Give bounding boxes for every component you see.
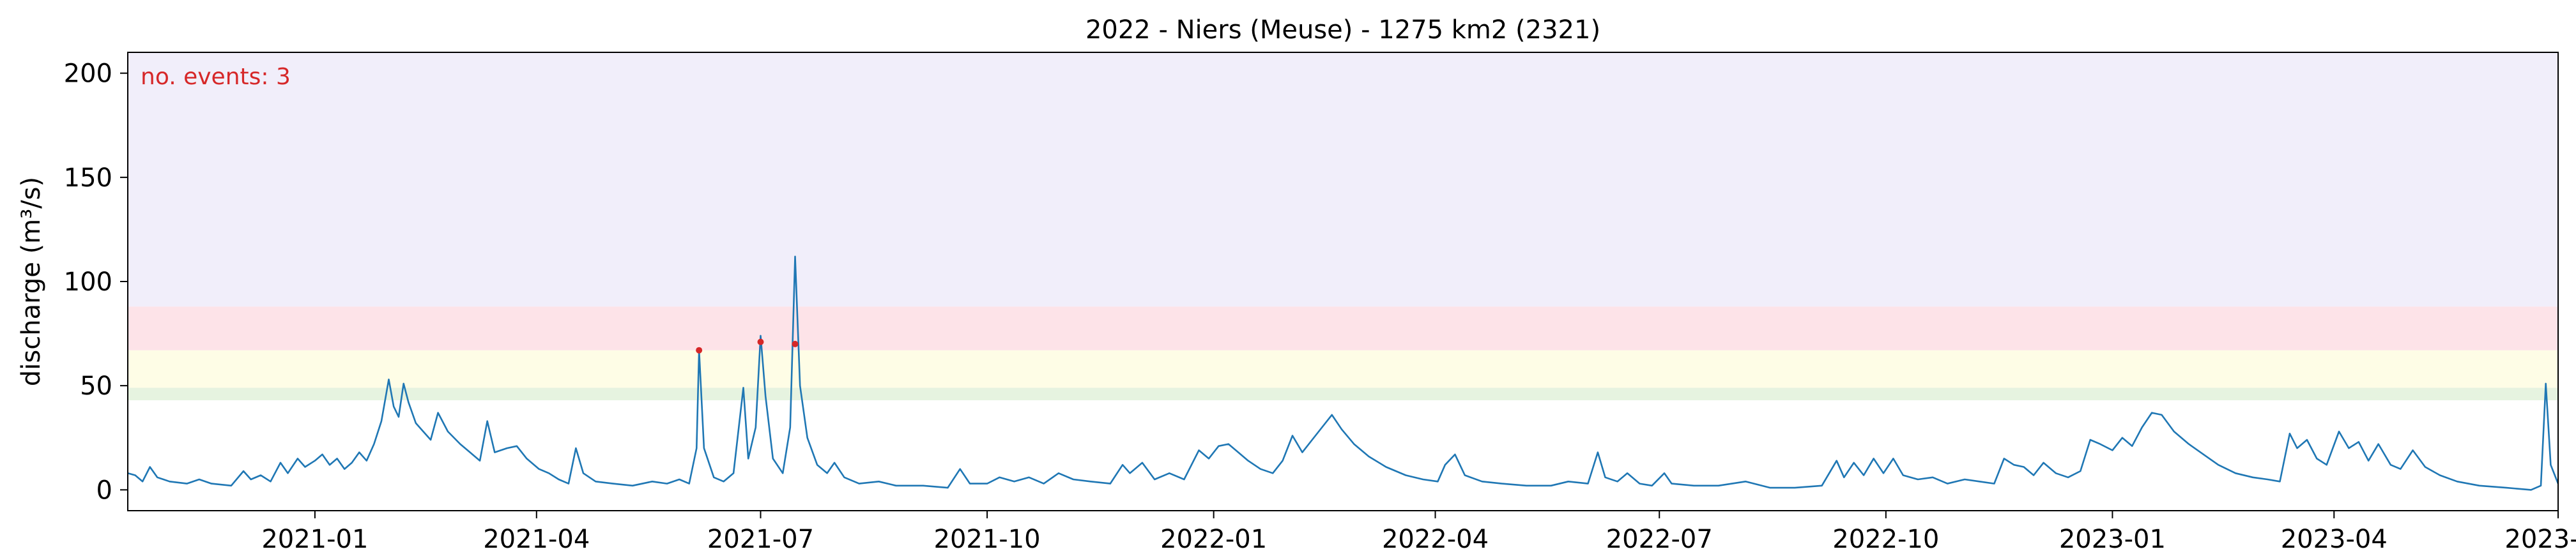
y-axis-label: discharge (m³/s): [17, 177, 46, 386]
x-tick-label: 2022-04: [1382, 525, 1489, 554]
threshold-bands: [128, 52, 2558, 401]
band-red: [128, 306, 2558, 350]
y-tick-label: 0: [96, 476, 112, 505]
x-tick-label: 2022-07: [1606, 525, 1713, 554]
band-purple: [128, 52, 2558, 307]
x-tick-label: 2021-04: [483, 525, 590, 554]
y-tick-label: 50: [80, 372, 112, 401]
events-count-annotation: no. events: 3: [141, 64, 291, 90]
chart-title: 2022 - Niers (Meuse) - 1275 km2 (2321): [1085, 15, 1600, 45]
event-marker: [757, 338, 764, 345]
x-tick-label: 2022-01: [1160, 525, 1267, 554]
y-tick-label: 200: [64, 59, 112, 89]
x-tick-label: 2023-04: [2281, 525, 2388, 554]
event-marker: [792, 340, 799, 347]
y-tick-label: 150: [64, 163, 112, 193]
x-tick-label: 2021-10: [934, 525, 1041, 554]
x-tick-label: 2021-01: [261, 525, 368, 554]
x-tick-label: 2023-01: [2059, 525, 2166, 554]
x-tick-label: 2023-07: [2504, 525, 2576, 554]
event-markers: [696, 338, 799, 354]
x-tick-label: 2021-07: [707, 525, 814, 554]
series-layer: [127, 255, 2559, 491]
y-axis: 0 50 100 150 200: [64, 59, 128, 505]
event-marker: [696, 347, 703, 354]
band-green: [128, 387, 2558, 401]
x-tick-label: 2022-10: [1832, 525, 1939, 554]
discharge-line: [127, 255, 2559, 491]
x-axis: 2021-01 2021-04 2021-07 2021-10 2022-01 2022-…: [261, 511, 2576, 554]
band-yellow: [128, 350, 2558, 388]
y-tick-label: 100: [64, 267, 112, 297]
